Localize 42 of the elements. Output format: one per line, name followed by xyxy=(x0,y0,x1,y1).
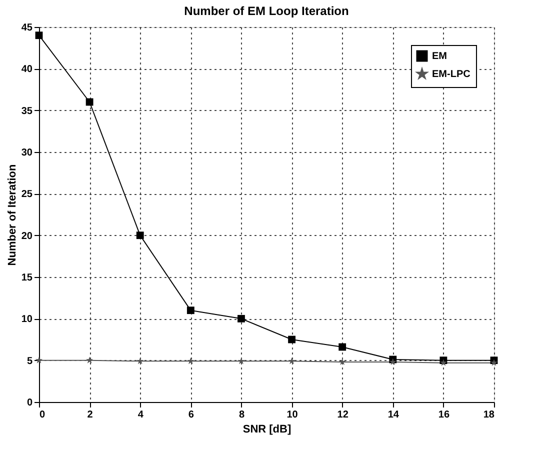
point xyxy=(187,357,194,364)
x-tick-label: 18 xyxy=(483,410,495,420)
point xyxy=(389,358,396,366)
legend-label: EM xyxy=(432,51,447,62)
y-tick-label: 10 xyxy=(21,314,33,326)
y-tick-label: 20 xyxy=(21,230,33,242)
point xyxy=(238,314,245,322)
point xyxy=(35,32,43,40)
point xyxy=(238,357,245,364)
y-tick-label: 40 xyxy=(21,64,33,76)
x-tick-label: 4 xyxy=(138,410,144,420)
x-tick-label: 16 xyxy=(438,410,450,420)
point xyxy=(86,98,94,106)
x-tick-label: 14 xyxy=(388,410,400,420)
point xyxy=(136,357,144,364)
point xyxy=(288,357,296,364)
x-tick-label: 0 xyxy=(40,410,46,420)
chart-title: Number of EM Loop Iteration xyxy=(184,4,349,18)
x-tick-label: 6 xyxy=(188,410,194,420)
point xyxy=(490,359,498,366)
x-tick-label: 12 xyxy=(337,410,349,420)
x-axis-title: SNR [dB] xyxy=(242,424,292,436)
y-tick-label: 25 xyxy=(21,189,33,200)
y-tick-label: 35 xyxy=(21,106,33,117)
point xyxy=(338,358,346,366)
point xyxy=(186,306,194,314)
y-tick-label: 15 xyxy=(21,272,33,284)
x-tick-label: 8 xyxy=(238,410,245,420)
point xyxy=(288,336,296,344)
point xyxy=(86,356,94,364)
y-tick-label: 5 xyxy=(26,356,33,367)
y-tick-label: 30 xyxy=(21,148,33,158)
point xyxy=(35,356,43,364)
y-tick-label: 0 xyxy=(26,398,33,408)
legend-label: EM-LPC xyxy=(432,69,470,80)
point xyxy=(440,359,447,366)
point xyxy=(338,343,346,351)
x-tick-label: 2 xyxy=(87,410,94,420)
x-tick-label: 10 xyxy=(286,410,298,420)
point xyxy=(136,232,144,240)
y-tick-label: 45 xyxy=(21,22,33,34)
y-axis-title: Number of Iteration xyxy=(6,164,18,266)
